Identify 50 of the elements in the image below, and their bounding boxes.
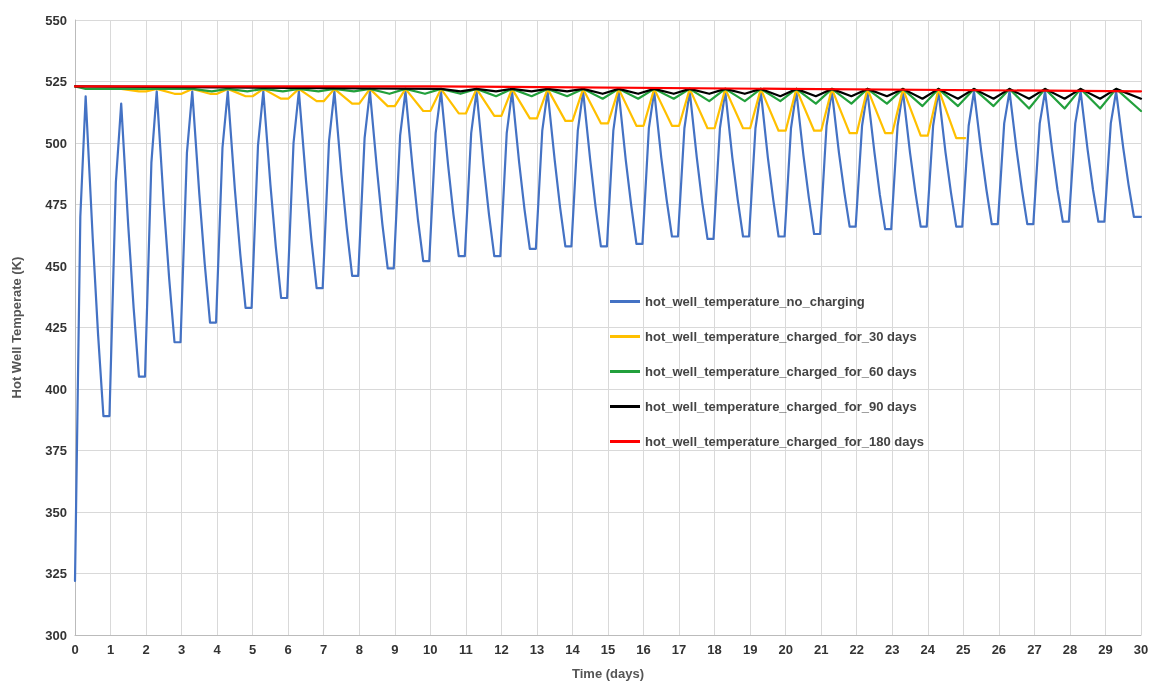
x-tick-label: 30 [1133, 642, 1149, 657]
x-tick-label: 27 [1027, 642, 1042, 657]
x-tick-label: 8 [355, 642, 363, 657]
y-tick-label: 475 [45, 197, 67, 212]
y-tick-label: 375 [45, 443, 67, 458]
y-tick-label: 425 [45, 320, 67, 335]
x-tick-label: 5 [249, 642, 257, 657]
x-tick-label: 17 [671, 642, 687, 657]
x-tick-label: 23 [885, 642, 900, 657]
legend-label: hot_well_temperature_charged_for_30 days [645, 329, 917, 344]
x-tick-label: 20 [778, 642, 793, 657]
y-tick-label: 350 [45, 504, 67, 520]
x-tick-label: 16 [636, 642, 651, 657]
x-tick-label: 29 [1098, 642, 1113, 657]
x-tick-label: 28 [1062, 642, 1078, 657]
y-tick-label: 325 [45, 566, 67, 581]
x-tick-label: 18 [707, 642, 722, 657]
y-tick-label: 300 [45, 627, 67, 643]
x-tick-label: 11 [458, 642, 473, 657]
legend-label: hot_well_temperature_charged_for_180 days [645, 434, 924, 449]
x-tick-label: 26 [991, 642, 1007, 657]
x-tick-label: 19 [742, 642, 758, 657]
x-tick-label: 15 [600, 642, 616, 657]
x-tick-label: 0 [71, 642, 79, 657]
y-axis-title: Hot Well Temperate (K) [9, 256, 24, 399]
x-tick-label: 6 [284, 642, 292, 657]
y-tick-label: 400 [45, 381, 67, 397]
y-tick-label: 550 [45, 12, 67, 28]
x-tick-label: 3 [177, 642, 186, 657]
y-tick-label: 450 [45, 258, 67, 274]
x-tick-label: 10 [423, 642, 438, 657]
x-tick-label: 4 [213, 642, 222, 657]
legend-label: hot_well_temperature_charged_for_60 days [645, 364, 917, 379]
y-tick-label: 500 [45, 135, 67, 151]
x-tick-label: 14 [565, 642, 581, 657]
x-tick-label: 22 [849, 642, 864, 657]
legend-label: hot_well_temperature_charged_for_90 days [645, 399, 917, 414]
x-tick-label: 9 [391, 642, 399, 657]
x-tick-label: 25 [956, 642, 971, 657]
x-tick-label: 12 [494, 642, 509, 657]
x-tick-label: 1 [106, 642, 115, 657]
legend-label: hot_well_temperature_no_charging [645, 294, 865, 309]
x-tick-label: 7 [320, 642, 328, 657]
x-tick-label: 21 [813, 642, 829, 657]
x-tick-label: 24 [920, 642, 936, 657]
line-series [73, 90, 1143, 582]
y-tick-label: 525 [45, 74, 67, 89]
x-tick-label: 2 [142, 642, 150, 657]
x-axis-title: Time (days) [571, 666, 645, 681]
x-tick-label: 13 [529, 642, 545, 657]
